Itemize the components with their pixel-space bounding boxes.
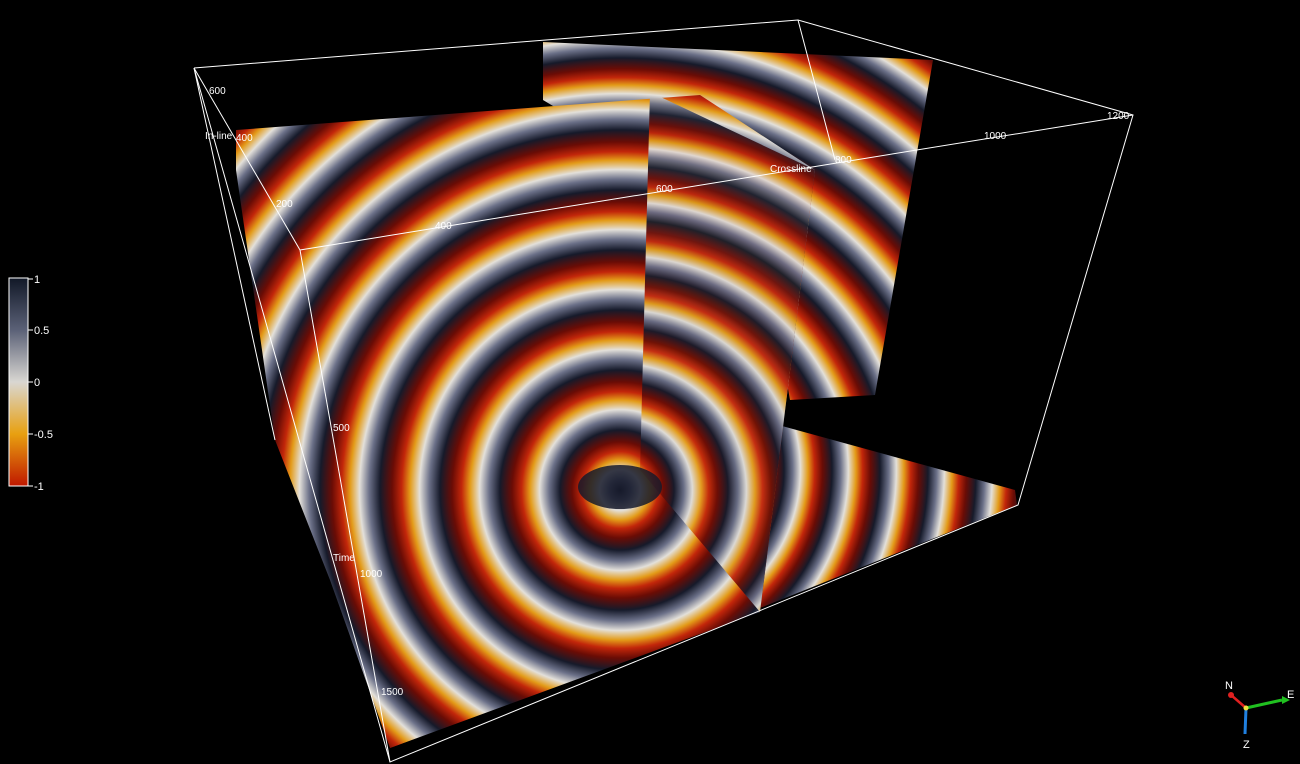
colorbar-tick-label: 0 — [34, 377, 40, 389]
east-axis-line — [1245, 698, 1283, 710]
crossline-axis: Crossline 400 600 800 1000 1200 — [435, 111, 1130, 232]
east-label: E — [1287, 689, 1294, 701]
crossline-tick: 600 — [656, 184, 673, 195]
time-tick: 500 — [333, 423, 350, 434]
colorbar-gradient — [8, 277, 29, 487]
down-axis-line — [1243, 707, 1248, 735]
event-center — [578, 465, 662, 509]
north-axis-line — [1230, 694, 1247, 709]
east-axis-arrow — [1282, 696, 1290, 704]
colorbar-tick-label: 0.5 — [34, 325, 49, 337]
crossline-tick: 1000 — [984, 131, 1007, 142]
north-label: N — [1225, 680, 1233, 692]
inline-axis: In-line 200 400 600 — [205, 86, 293, 210]
crossline-slice-center — [640, 92, 815, 612]
time-tick: 1000 — [360, 569, 383, 580]
time-tick: 1500 — [381, 687, 404, 698]
crossline-axis-title: Crossline — [770, 164, 812, 175]
time-axis: Time 500 1000 1500 — [333, 423, 404, 698]
compass-origin — [1243, 705, 1249, 711]
bounding-box — [193, 19, 1134, 763]
colorbar-tick-label: -1 — [34, 481, 44, 493]
crossline-tick: 400 — [435, 221, 452, 232]
colorbar-tick-label: -0.5 — [34, 429, 53, 441]
colorbar-tick-label: 1 — [34, 274, 40, 286]
inline-tick: 200 — [276, 199, 293, 210]
down-label: Z — [1243, 739, 1250, 751]
inline-tick: 400 — [236, 133, 253, 144]
time-axis-title: Time — [333, 553, 355, 564]
crossline-tick: 1200 — [1107, 111, 1130, 122]
north-axis-marker — [1228, 692, 1234, 698]
inline-axis-title: In-line — [205, 131, 233, 142]
inline-tick: 600 — [209, 86, 226, 97]
crossline-tick: 800 — [835, 155, 852, 166]
orientation-compass[interactable]: N E Z — [1225, 680, 1294, 751]
colorbar: 1 0.5 0 -0.5 -1 — [8, 274, 53, 493]
